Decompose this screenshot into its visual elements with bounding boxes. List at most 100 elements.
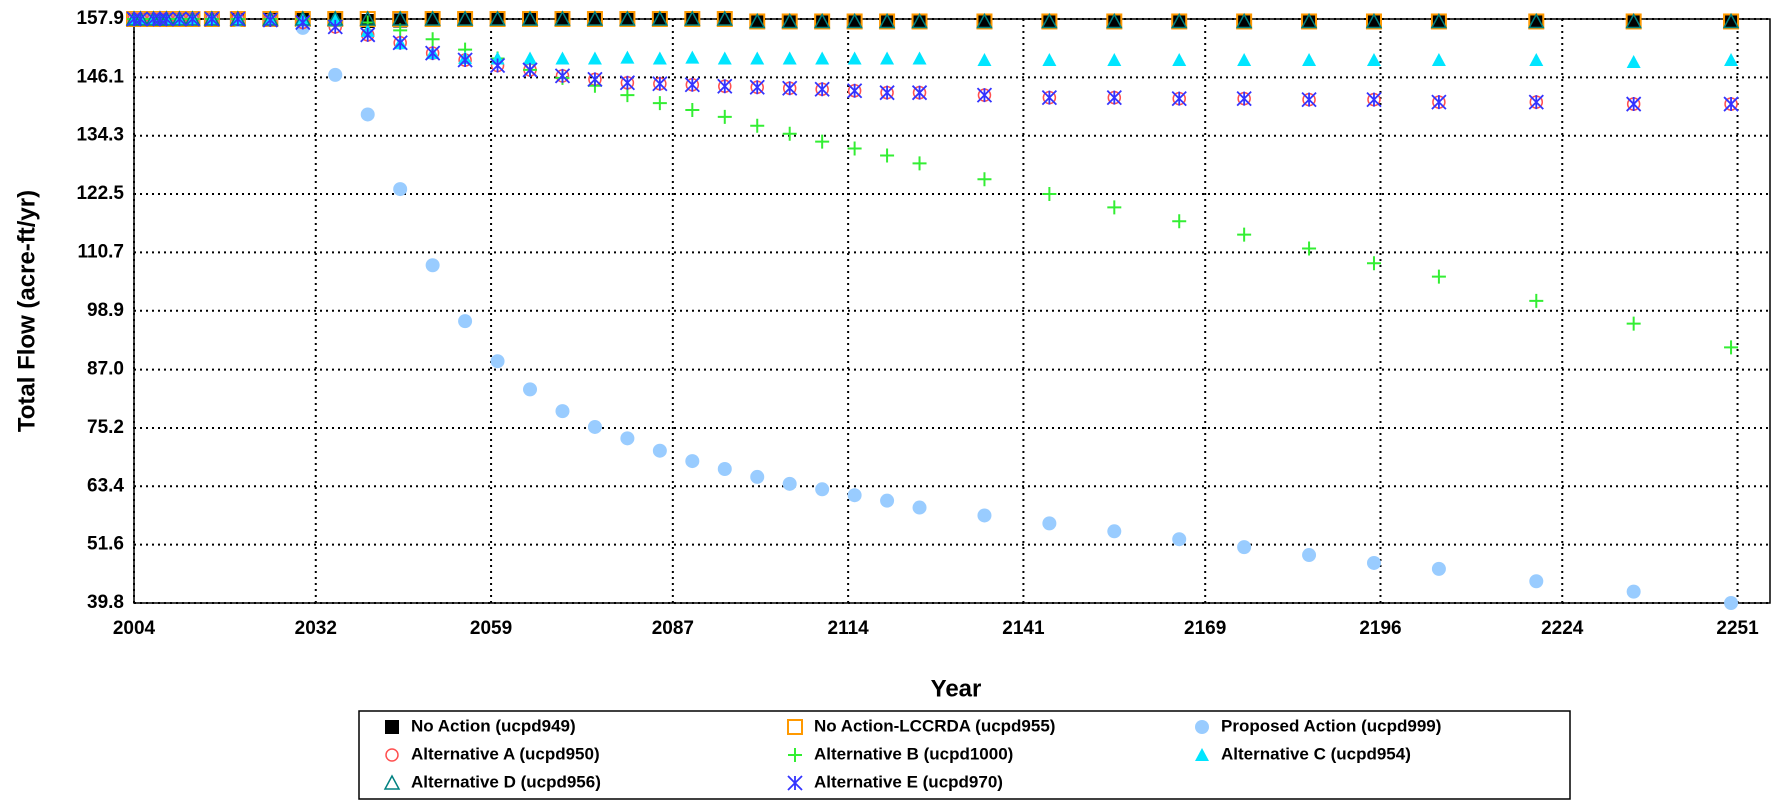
marker — [620, 12, 635, 26]
x-tick-label: 2251 — [1716, 618, 1759, 639]
marker — [750, 469, 765, 484]
y-tick-label: 146.1 — [76, 66, 124, 87]
marker — [815, 14, 830, 29]
marker — [652, 96, 667, 111]
marker — [230, 11, 246, 27]
marker — [813, 12, 831, 29]
marker — [126, 11, 142, 27]
marker — [1625, 12, 1642, 29]
marker — [490, 12, 505, 26]
marker — [750, 118, 765, 133]
marker — [1172, 53, 1187, 67]
marker — [1302, 53, 1317, 67]
marker — [1366, 14, 1381, 29]
marker — [490, 354, 505, 369]
marker — [912, 156, 927, 171]
marker — [1528, 12, 1545, 29]
legend-marker — [788, 748, 802, 762]
marker — [717, 12, 732, 26]
legend-label: Proposed Action (ucpd999) — [1221, 716, 1441, 735]
marker — [782, 126, 797, 141]
marker — [457, 52, 473, 68]
marker — [880, 493, 895, 508]
marker — [749, 79, 765, 95]
marker — [152, 11, 168, 27]
marker — [1366, 256, 1381, 271]
marker — [1106, 12, 1123, 29]
legend-marker — [385, 720, 399, 734]
marker — [360, 27, 376, 43]
marker — [1723, 96, 1739, 112]
marker — [878, 12, 896, 29]
marker — [489, 57, 506, 74]
marker — [1237, 14, 1252, 29]
marker — [782, 476, 797, 491]
marker — [912, 51, 927, 65]
marker — [1172, 532, 1187, 547]
marker — [1107, 14, 1122, 29]
marker — [204, 11, 220, 27]
series — [126, 11, 1739, 112]
legend-label: No Action-LCCRDA (ucpd955) — [814, 716, 1055, 735]
marker — [620, 88, 635, 103]
marker — [977, 53, 992, 67]
marker — [717, 51, 732, 65]
marker — [912, 500, 927, 515]
marker — [1431, 561, 1446, 576]
marker — [1302, 548, 1317, 563]
marker — [521, 10, 539, 26]
marker — [1366, 91, 1382, 108]
x-tick-label: 2196 — [1359, 618, 1401, 639]
marker — [587, 419, 602, 434]
marker — [1366, 53, 1381, 67]
series — [125, 10, 1740, 29]
marker — [815, 134, 830, 149]
marker — [716, 10, 734, 26]
y-tick-label: 110.7 — [78, 241, 125, 262]
marker — [1724, 53, 1739, 67]
marker — [132, 11, 149, 27]
legend-label: Alternative D (ucpd956) — [411, 772, 601, 791]
marker — [424, 10, 441, 26]
marker — [685, 50, 700, 64]
marker — [523, 51, 538, 65]
marker — [425, 12, 440, 26]
marker — [1626, 316, 1641, 331]
marker — [652, 443, 667, 458]
marker — [171, 11, 188, 27]
marker — [1237, 53, 1252, 67]
marker — [1626, 584, 1641, 599]
y-axis-title: Total Flow (acre-ft/yr) — [13, 190, 40, 432]
legend-marker — [787, 719, 803, 735]
marker — [880, 51, 895, 65]
marker — [328, 67, 343, 82]
marker — [458, 314, 473, 329]
marker — [846, 12, 863, 29]
marker — [1430, 12, 1448, 29]
marker — [1041, 12, 1058, 29]
marker — [782, 14, 797, 29]
plot-border — [133, 18, 1771, 604]
marker — [522, 62, 538, 78]
x-tick-label: 2004 — [113, 618, 156, 639]
marker — [1529, 14, 1544, 29]
marker — [1172, 214, 1187, 229]
marker — [1107, 53, 1122, 67]
marker — [295, 14, 311, 31]
marker — [1300, 12, 1318, 29]
marker — [815, 482, 830, 497]
marker — [1528, 94, 1544, 110]
marker — [424, 45, 441, 61]
legend-label: Alternative B (ucpd1000) — [814, 744, 1013, 763]
marker — [1626, 14, 1641, 29]
marker — [554, 68, 571, 84]
marker — [145, 11, 162, 27]
marker — [847, 51, 862, 65]
marker — [847, 488, 862, 503]
marker — [1302, 241, 1317, 256]
x-tick-label: 2059 — [470, 618, 512, 639]
marker — [1237, 227, 1252, 242]
marker — [554, 10, 571, 26]
legend-box — [358, 710, 1571, 800]
